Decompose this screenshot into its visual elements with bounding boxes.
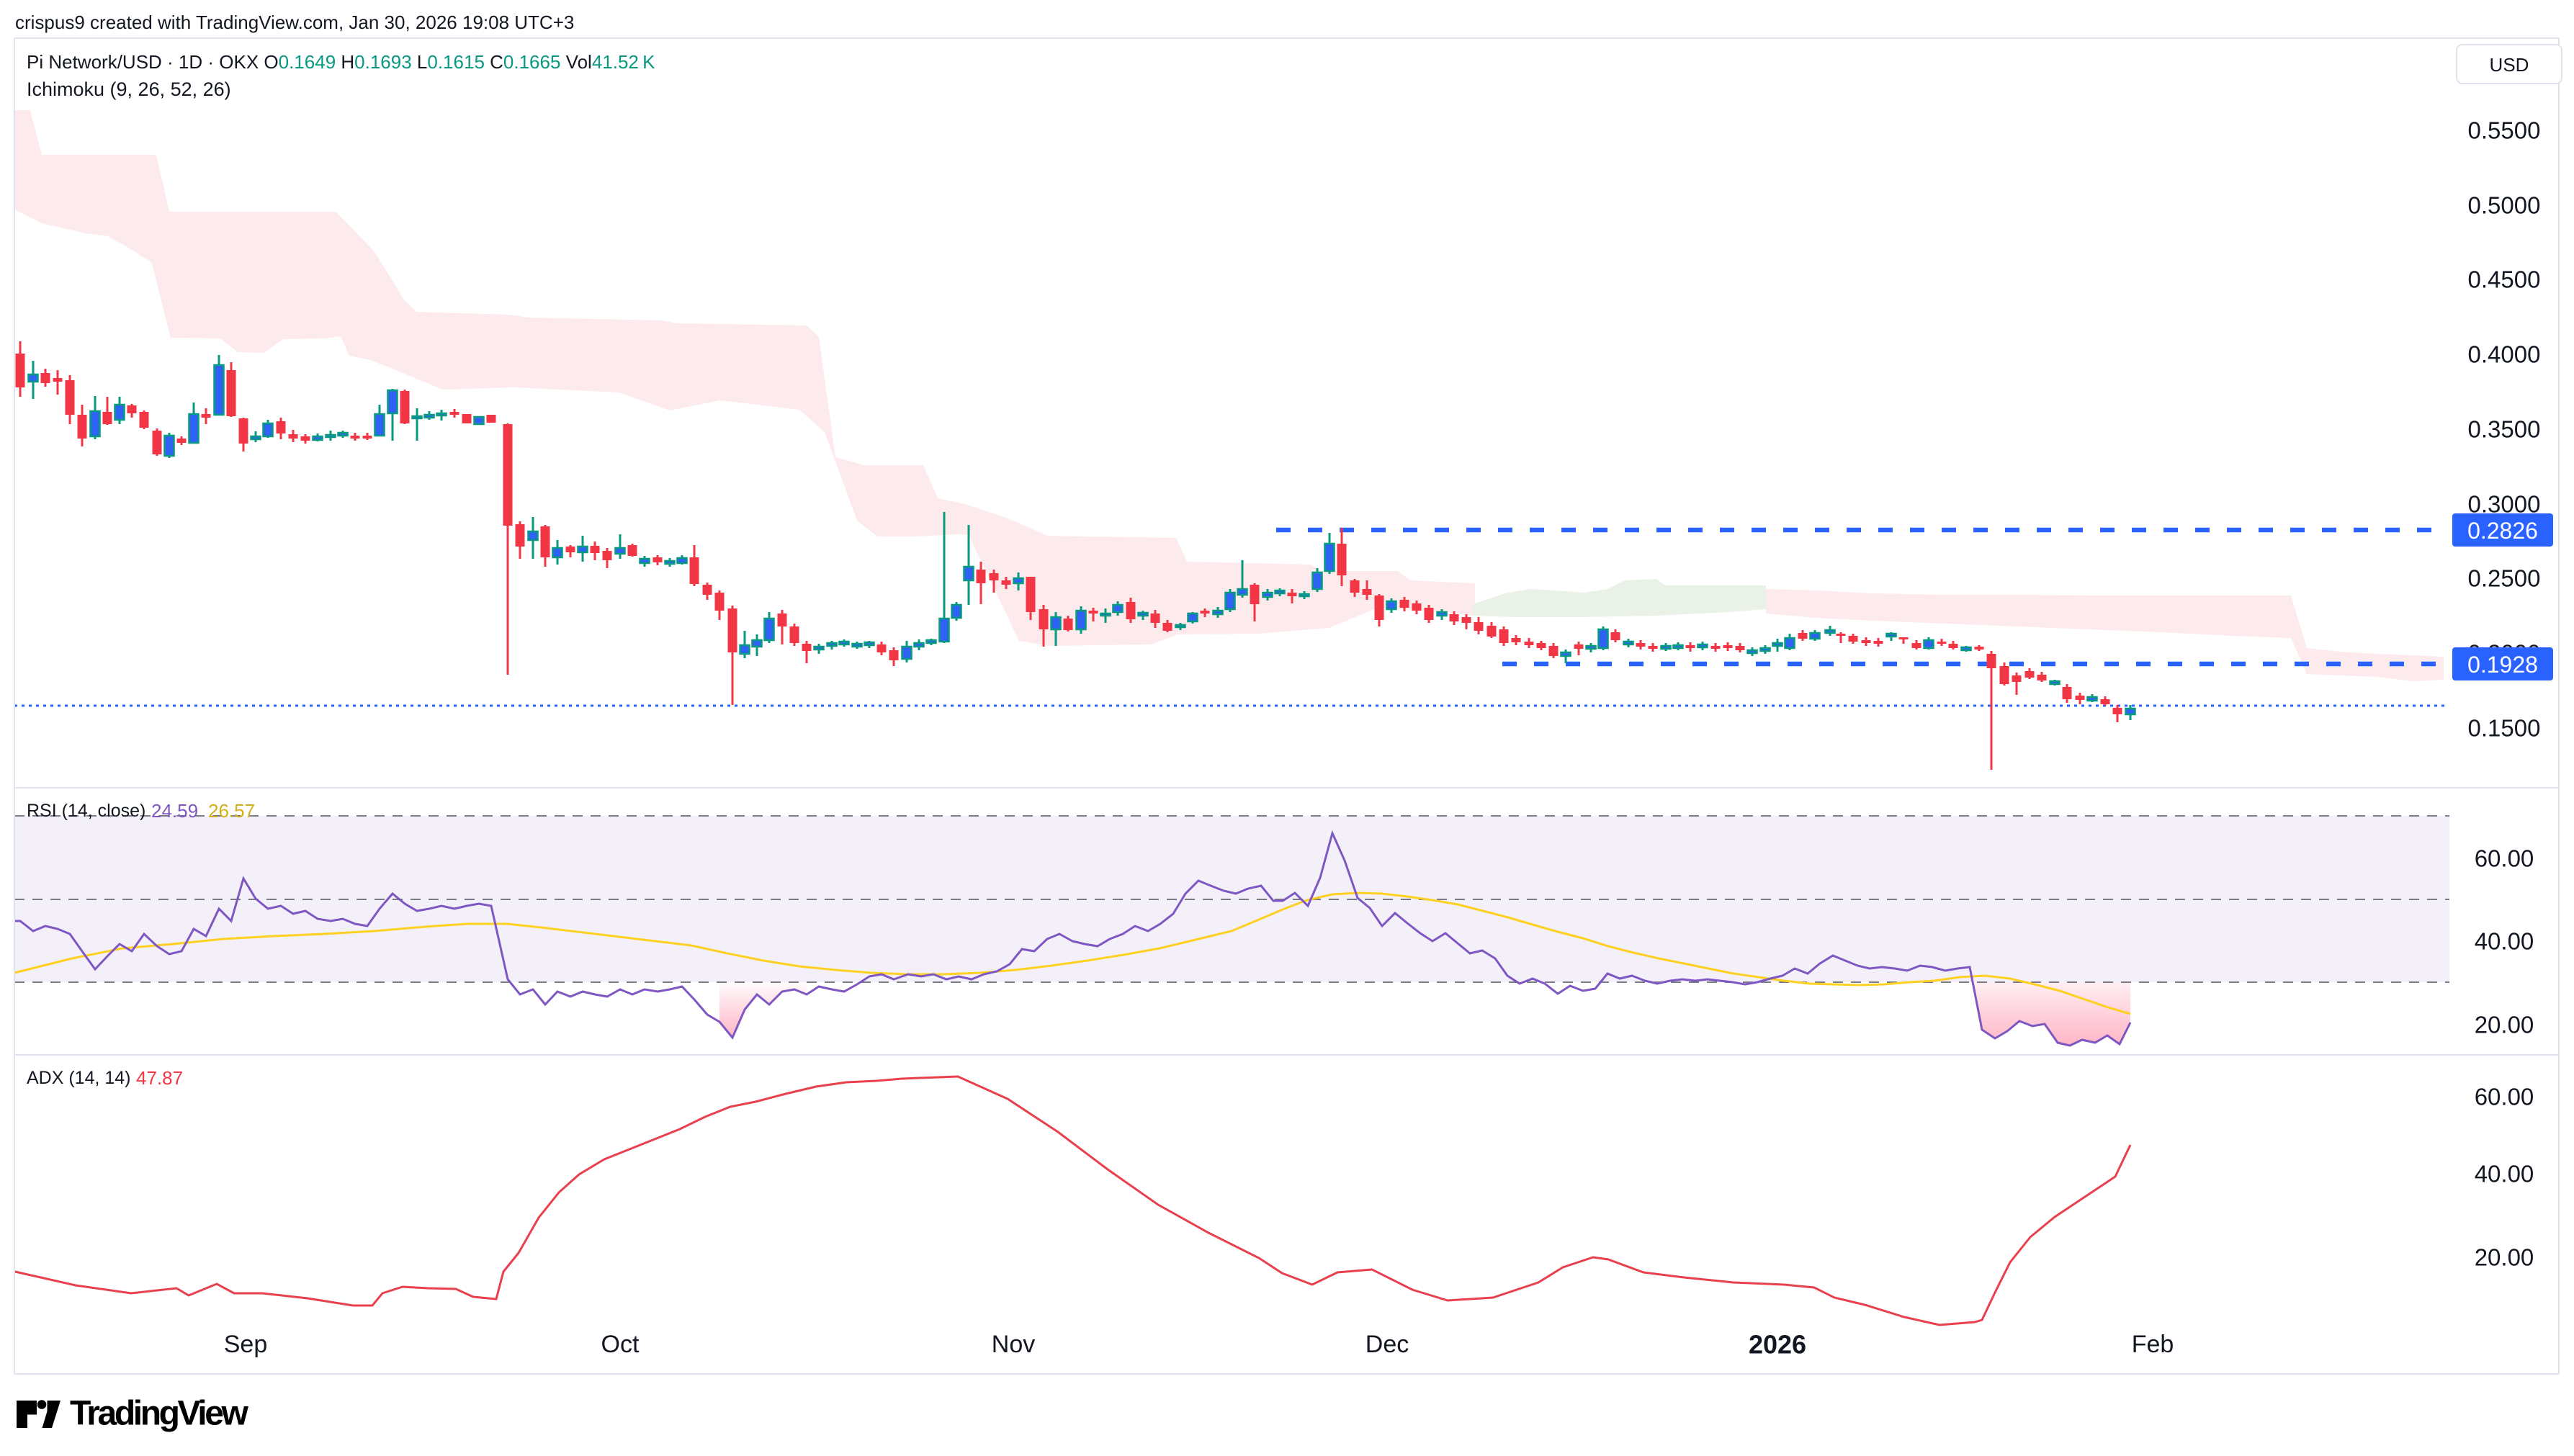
svg-text:0.3500: 0.3500	[2468, 416, 2541, 443]
svg-text:USD: USD	[2490, 54, 2529, 76]
svg-text:0.4000: 0.4000	[2468, 341, 2541, 368]
svg-text:40.00: 40.00	[2475, 1161, 2534, 1187]
svg-text:crispus9 created with TradingV: crispus9 created with TradingView.com, J…	[15, 12, 574, 33]
svg-text:Oct: Oct	[601, 1331, 640, 1358]
svg-text:0.1928: 0.1928	[2467, 652, 2538, 678]
svg-text:24.59: 24.59	[151, 800, 198, 822]
svg-text:Sep: Sep	[224, 1331, 268, 1358]
svg-text:20.00: 20.00	[2475, 1012, 2534, 1038]
svg-text:Ichimoku (9, 26, 52, 26): Ichimoku (9, 26, 52, 26)	[27, 78, 231, 100]
svg-text:RSI (14, close): RSI (14, close)	[27, 801, 145, 821]
svg-text:20.00: 20.00	[2475, 1244, 2534, 1271]
svg-text:Feb: Feb	[2132, 1331, 2174, 1358]
svg-text:Pi Network/USD · 1D · OKX O0.: Pi Network/USD · 1D · OKX O0.1649 H0.169…	[27, 51, 655, 73]
svg-text:0.4500: 0.4500	[2468, 266, 2541, 293]
svg-text:Nov: Nov	[992, 1331, 1035, 1358]
svg-text:ADX (14, 14): ADX (14, 14)	[27, 1068, 131, 1088]
svg-text:0.5000: 0.5000	[2468, 192, 2541, 219]
svg-text:0.3000: 0.3000	[2468, 491, 2541, 518]
svg-text:2026: 2026	[1749, 1330, 1806, 1360]
svg-text:47.87: 47.87	[136, 1067, 183, 1089]
svg-text:Dec: Dec	[1366, 1331, 1409, 1358]
svg-text:0.2500: 0.2500	[2468, 565, 2541, 592]
svg-text:60.00: 60.00	[2475, 845, 2534, 872]
svg-text:60.00: 60.00	[2475, 1084, 2534, 1110]
svg-text:0.2826: 0.2826	[2467, 518, 2538, 544]
svg-text:40.00: 40.00	[2475, 928, 2534, 955]
svg-text:0.5500: 0.5500	[2468, 117, 2541, 144]
svg-text:0.1500: 0.1500	[2468, 715, 2541, 742]
svg-text:TradingView: TradingView	[70, 1395, 249, 1433]
svg-text:26.57: 26.57	[208, 800, 255, 822]
